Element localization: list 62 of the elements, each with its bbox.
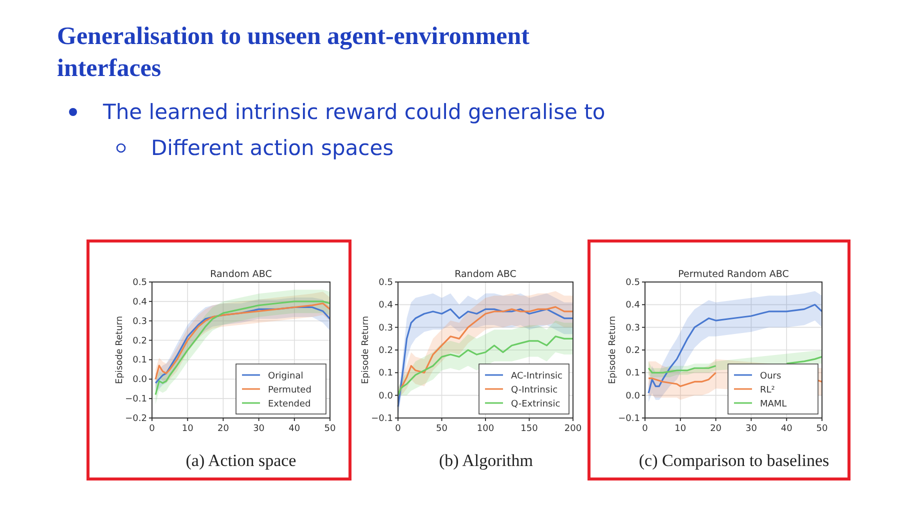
text: (b) Algorithm — [439, 451, 533, 470]
y-tick-label: −0.1 — [371, 414, 393, 424]
y-tick-label: 0.2 — [378, 346, 393, 356]
x-tick-label: 50 — [816, 424, 828, 434]
y-tick-label: 0.0 — [378, 391, 394, 402]
legend-label: Original — [268, 372, 304, 382]
x-tick-label: 100 — [476, 424, 494, 434]
legend-label: RL² — [760, 386, 776, 396]
text: (c) Comparison to baselines — [638, 451, 830, 470]
y-axis-title: Episode Return — [115, 316, 125, 384]
chart-title: Random ABC — [210, 269, 272, 280]
chart-title: Random ABC — [454, 269, 517, 280]
x-tick-label: 20 — [710, 424, 722, 434]
y-tick-label: −0.1 — [618, 414, 640, 424]
x-tick-label: 40 — [780, 424, 793, 434]
y-tick-label: 0.1 — [626, 368, 640, 379]
x-tick-label: 150 — [520, 424, 538, 434]
y-tick-label: 0.2 — [626, 346, 640, 356]
y-axis-title: Episode Return — [608, 316, 618, 384]
y-tick-label: 0.0 — [132, 375, 148, 386]
line-series — [397, 336, 574, 396]
y-tick-label: −0.1 — [125, 394, 147, 405]
y-tick-label: 0.3 — [132, 316, 147, 327]
x-tick-label: 20 — [217, 424, 230, 434]
y-tick-label: 0.4 — [626, 300, 640, 311]
text: The learned intrinsic reward could generalise to — [102, 100, 606, 124]
x-tick-label: 10 — [182, 424, 194, 434]
x-tick-label: 50 — [436, 424, 448, 434]
legend-label: Ours — [760, 372, 782, 382]
x-tick-label: 0 — [642, 424, 648, 434]
y-tick-label: 0.4 — [132, 297, 148, 308]
y-tick-label: 0.3 — [378, 323, 393, 334]
x-tick-label: 30 — [253, 424, 265, 434]
y-tick-label: 0.4 — [378, 300, 394, 311]
y-tick-label: 0.3 — [626, 323, 640, 334]
y-tick-label: 0.2 — [132, 336, 147, 346]
y-tick-label: −0.2 — [125, 414, 147, 424]
y-axis-title: Episode Return — [361, 316, 371, 384]
legend-label: MAML — [760, 400, 787, 410]
y-tick-label: 0.0 — [626, 391, 640, 402]
x-tick-label: 200 — [564, 424, 582, 434]
y-tick-label: 0.5 — [626, 278, 640, 288]
x-tick-label: 30 — [745, 424, 758, 434]
x-tick-label: 40 — [288, 424, 300, 434]
y-tick-label: 0.5 — [132, 278, 147, 288]
x-tick-label: 10 — [674, 424, 686, 434]
legend-label: Permuted — [268, 386, 312, 396]
legend-label: Q-Extrinsic — [511, 400, 560, 410]
y-tick-label: 0.5 — [378, 278, 393, 288]
text: Different action spaces — [151, 136, 394, 160]
y-tick-label: 0.1 — [378, 368, 393, 379]
legend-label: AC-Intrinsic — [511, 372, 563, 382]
x-tick-label: 0 — [149, 424, 156, 434]
legend-label: Extended — [268, 400, 311, 410]
y-tick-label: 0.1 — [132, 356, 147, 366]
x-tick-label: 0 — [395, 424, 402, 434]
text: (a) Action space — [186, 451, 296, 470]
chart-title: Permuted Random ABC — [678, 269, 790, 280]
line-series — [648, 304, 823, 394]
text: Generalisation to unseen agent-environment interfaces — [57, 23, 530, 82]
legend-label: Q-Intrinsic — [511, 386, 558, 396]
x-tick-label: 50 — [324, 424, 336, 434]
